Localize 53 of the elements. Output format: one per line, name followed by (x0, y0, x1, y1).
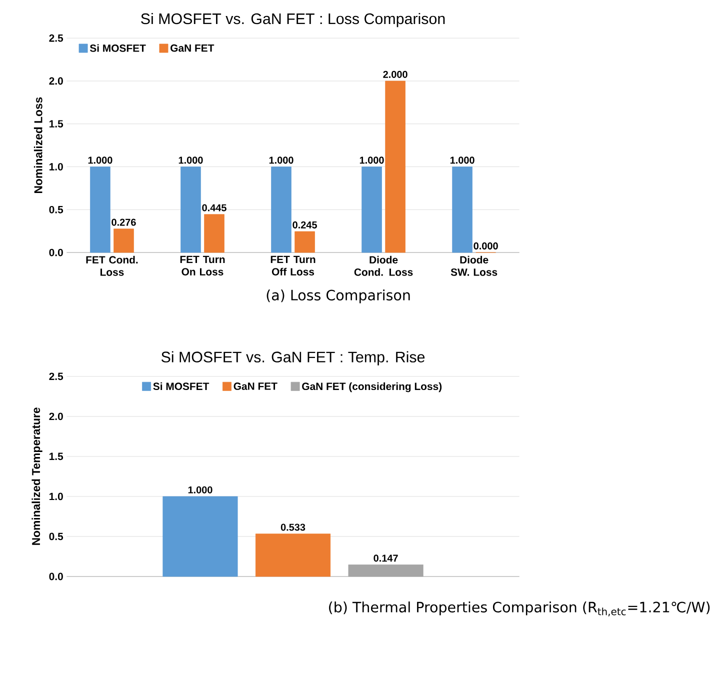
legend-label: GaN FET (considering Loss) (302, 382, 442, 392)
y-tick-label: 0.0 (49, 572, 63, 580)
data-label: 1.000 (450, 156, 474, 164)
y-tick-label: 2.5 (49, 34, 64, 42)
data-label: 1.000 (269, 156, 294, 164)
y-axis-title: Nominalized Loss (34, 97, 42, 193)
data-label: 0.276 (112, 218, 136, 226)
x-tick-label: FET Turn Off Loss (270, 256, 316, 276)
y-tick-label: 2.0 (49, 77, 63, 85)
data-label: 1.000 (88, 156, 112, 164)
bar (362, 166, 382, 253)
bar (180, 166, 201, 253)
x-tick-label: Diode SW. Loss (450, 256, 498, 276)
y-axis-title: Nominalized Temperature (32, 407, 42, 545)
bar (294, 231, 315, 253)
data-label: 2.000 (383, 70, 408, 78)
y-tick-label: 2.0 (49, 412, 63, 420)
y-tick-label: 2.5 (49, 372, 64, 380)
y-tick-label: 1.5 (49, 452, 64, 460)
bar (114, 228, 134, 253)
y-tick-label: 0.5 (49, 206, 64, 214)
chart-title: Si MOSFET vs. GaN FET : Loss Comparison (141, 12, 445, 27)
legend-label: Si MOSFET (153, 382, 210, 390)
x-tick-label: Diode Cond. Loss (354, 256, 413, 276)
data-label: 0.147 (374, 554, 398, 562)
data-label: 1.000 (178, 156, 203, 164)
bar (162, 496, 238, 577)
legend-label: GaN FET (234, 382, 278, 390)
data-label: 0.533 (280, 524, 306, 531)
data-label: 0.445 (202, 204, 226, 212)
text: (b) Thermal Properties Comparison (R$_{th,etc}$=1.21℃/W) (329, 601, 710, 616)
y-tick-label: 1.0 (49, 162, 63, 170)
data-label: 1.000 (360, 156, 384, 164)
legend-label: GaN FET (170, 44, 214, 52)
y-tick-label: 0.5 (49, 532, 64, 540)
data-label: 0.245 (292, 221, 317, 228)
x-tick-label: FET Cond. Loss (86, 256, 138, 276)
bar (452, 166, 472, 253)
bar (348, 564, 424, 577)
bar (255, 533, 331, 577)
data-label: 1.000 (188, 486, 212, 494)
data-label: 0.000 (474, 242, 498, 250)
y-tick-label: 1.0 (49, 492, 63, 500)
bar (271, 166, 292, 253)
text: (a) Loss Comparison (266, 289, 410, 304)
x-tick-label: FET Turn On Loss (180, 256, 225, 276)
y-tick-label: 0.0 (49, 248, 63, 256)
chart-title: Si MOSFET vs. GaN FET : Temp. Rise (161, 351, 425, 366)
legend-label: Si MOSFET (90, 44, 146, 52)
bar (385, 80, 406, 253)
y-tick-label: 1.5 (49, 120, 64, 128)
bar (204, 214, 224, 253)
bar (90, 166, 110, 253)
